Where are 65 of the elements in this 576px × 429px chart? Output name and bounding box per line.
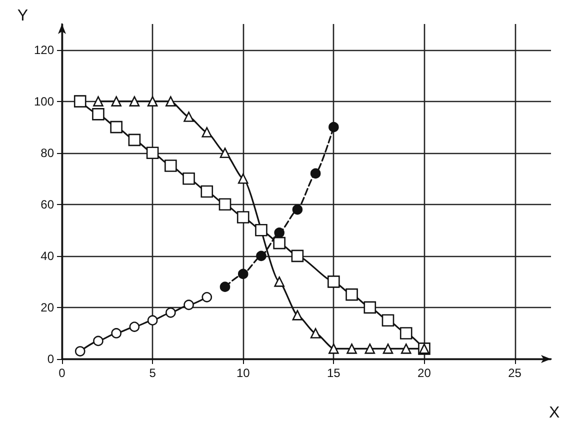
point xyxy=(146,146,159,159)
point xyxy=(346,344,357,354)
point xyxy=(111,96,122,106)
point xyxy=(274,276,284,287)
point xyxy=(111,328,122,338)
point xyxy=(382,344,394,354)
point xyxy=(364,344,376,354)
point xyxy=(92,108,104,120)
x-tick-label: 15 xyxy=(326,366,341,380)
point xyxy=(220,282,230,292)
y-tick-label: 20 xyxy=(40,300,54,314)
point xyxy=(182,172,195,185)
point xyxy=(382,314,394,326)
point xyxy=(74,346,86,356)
point xyxy=(147,315,158,326)
x-tick-label: 25 xyxy=(508,366,522,380)
point xyxy=(166,307,176,318)
y-tick-label: 0 xyxy=(47,352,54,366)
point xyxy=(328,344,339,354)
y-tick-label: 60 xyxy=(40,197,54,212)
point xyxy=(292,310,303,320)
y-tick-label: 80 xyxy=(40,146,54,160)
point xyxy=(291,250,304,262)
point xyxy=(238,173,248,184)
x-tick-label: 0 xyxy=(58,366,66,380)
point xyxy=(93,96,104,106)
x-tick-label: 10 xyxy=(236,366,250,380)
point xyxy=(328,122,339,132)
point xyxy=(328,276,340,288)
point xyxy=(166,96,176,106)
x-axis-title: X xyxy=(549,404,560,422)
point xyxy=(310,328,321,338)
point xyxy=(256,250,266,262)
point xyxy=(364,301,376,314)
y-tick-label: 100 xyxy=(34,94,54,108)
point xyxy=(292,204,303,215)
point xyxy=(218,198,232,211)
point xyxy=(255,224,268,236)
point xyxy=(110,120,122,134)
point xyxy=(400,327,412,340)
point xyxy=(346,288,358,301)
point xyxy=(202,127,212,138)
point xyxy=(273,236,286,250)
y-tick-label: 120 xyxy=(34,42,54,57)
point xyxy=(129,322,140,332)
point xyxy=(220,148,230,158)
x-tick-label: 5 xyxy=(149,366,156,380)
point xyxy=(164,160,177,172)
point xyxy=(128,134,141,146)
x-tick-label: 20 xyxy=(418,366,432,380)
point xyxy=(202,292,212,302)
point xyxy=(274,228,284,238)
y-axis-title: Y xyxy=(17,8,28,24)
point xyxy=(310,168,321,179)
point xyxy=(184,112,194,122)
point xyxy=(236,211,250,224)
point xyxy=(200,185,214,198)
point xyxy=(400,344,412,354)
point xyxy=(93,336,104,346)
y-tick-label: 40 xyxy=(40,248,54,263)
point xyxy=(184,300,194,310)
point xyxy=(129,96,140,106)
point xyxy=(238,268,248,280)
point xyxy=(147,96,158,106)
point xyxy=(74,95,86,108)
